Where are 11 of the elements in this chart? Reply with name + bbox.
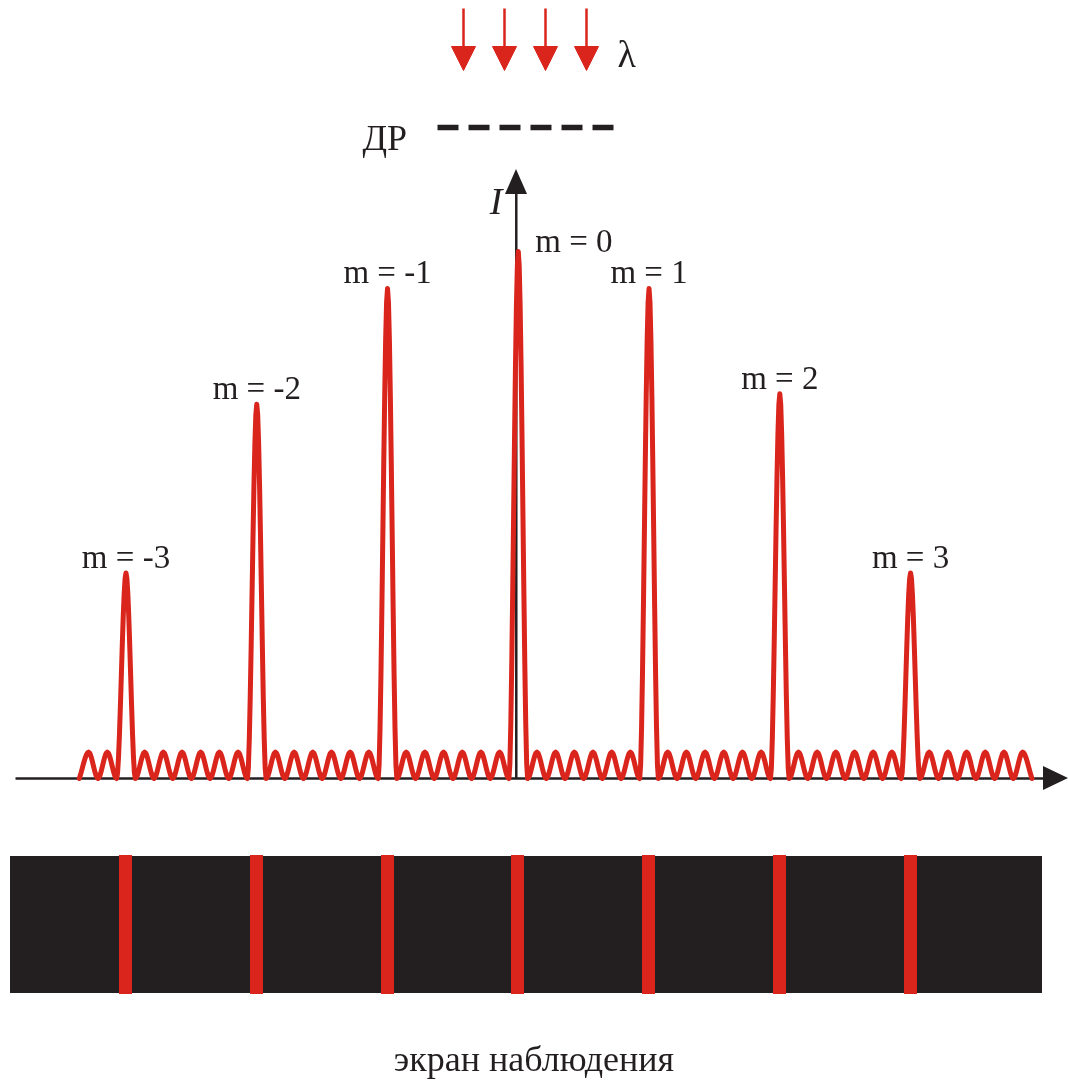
text: ДР: [362, 117, 408, 158]
annotation: m = 0: [535, 222, 613, 259]
y-axis-title: I: [488, 179, 505, 222]
annotation: m = -2: [212, 370, 301, 407]
text: λ: [617, 32, 637, 75]
annotation: m = 3: [871, 538, 950, 575]
annotation: m = -3: [81, 538, 171, 575]
text: экран наблюдения: [392, 1038, 676, 1081]
annotation: m = 1: [610, 254, 688, 291]
annotation: m = -1: [343, 254, 432, 291]
annotation: m = 2: [741, 359, 819, 396]
